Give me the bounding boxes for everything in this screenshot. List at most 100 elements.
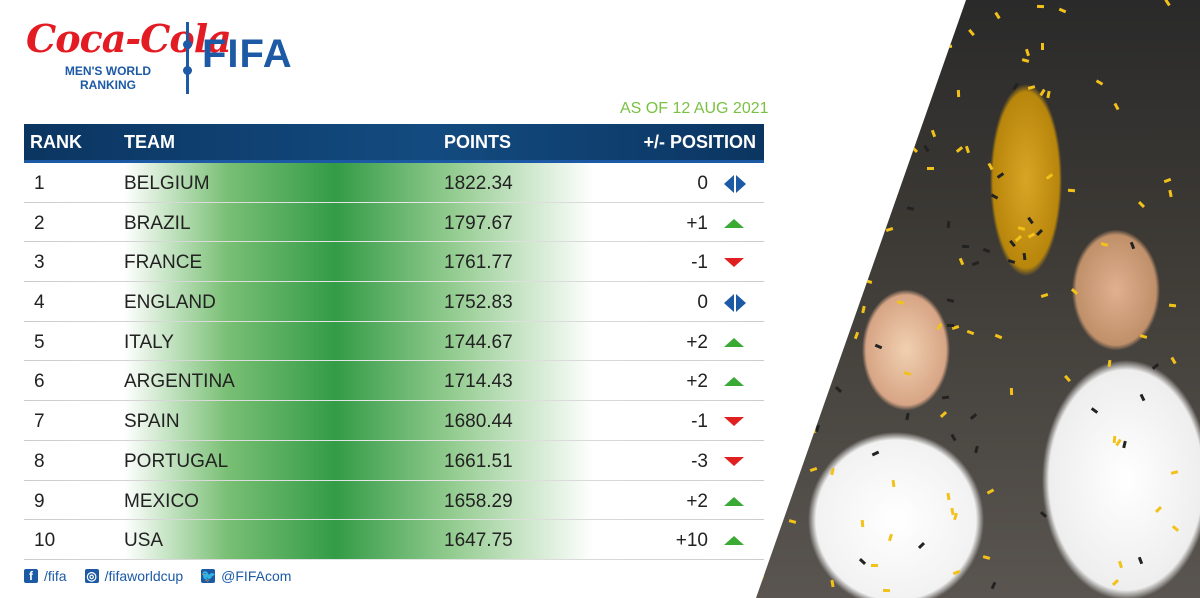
rank-cell: 7 bbox=[34, 411, 45, 433]
arrow-up-icon bbox=[724, 533, 746, 549]
confetti bbox=[1021, 58, 1030, 63]
confetti bbox=[790, 83, 799, 90]
celebration-photo bbox=[756, 0, 1200, 598]
confetti bbox=[941, 395, 950, 400]
confetti bbox=[923, 144, 930, 153]
confetti bbox=[882, 588, 891, 593]
rank-cell: 4 bbox=[34, 292, 45, 314]
ranking-subtitle: MEN'S WORLD RANKING bbox=[58, 64, 158, 92]
confetti bbox=[779, 215, 784, 224]
change-cell: -3 bbox=[691, 450, 708, 472]
confetti bbox=[1151, 363, 1160, 370]
confetti bbox=[1009, 239, 1016, 248]
confetti bbox=[830, 467, 835, 476]
confetti bbox=[966, 329, 975, 336]
confetti bbox=[897, 15, 906, 20]
confetti bbox=[1027, 85, 1036, 90]
rank-cell: 2 bbox=[34, 212, 45, 234]
confetti bbox=[946, 323, 955, 328]
rank-cell: 1 bbox=[34, 173, 45, 194]
confetti bbox=[955, 146, 964, 153]
header-team: TEAM bbox=[124, 132, 175, 152]
table-row: 1 BELGIUM 1822.34 0 bbox=[24, 163, 764, 203]
confetti bbox=[994, 11, 1001, 20]
change-cell: +2 bbox=[686, 371, 708, 393]
confetti bbox=[958, 257, 965, 266]
confetti bbox=[766, 88, 773, 97]
confetti bbox=[961, 244, 970, 249]
confetti bbox=[944, 44, 953, 49]
confetti bbox=[910, 145, 919, 154]
confetti bbox=[903, 371, 912, 376]
team-cell: ITALY bbox=[124, 331, 174, 353]
confetti bbox=[799, 265, 808, 274]
confetti bbox=[861, 305, 866, 314]
rank-cell: 5 bbox=[34, 331, 45, 353]
confetti bbox=[1036, 4, 1045, 9]
table-row: 9 MEXICO 1658.29 +2 bbox=[24, 481, 764, 521]
confetti bbox=[842, 308, 849, 317]
table-row: 8 PORTUGAL 1661.51 -3 bbox=[24, 441, 764, 481]
arrow-down-icon bbox=[724, 255, 746, 271]
twitter-icon: 🐦 bbox=[201, 569, 217, 583]
confetti bbox=[1171, 525, 1180, 532]
confetti bbox=[1007, 259, 1016, 264]
rank-cell: 9 bbox=[34, 490, 45, 512]
confetti bbox=[887, 533, 894, 542]
confetti bbox=[1046, 90, 1051, 99]
confetti bbox=[853, 331, 860, 340]
confetti bbox=[1113, 102, 1120, 111]
confetti bbox=[1058, 7, 1067, 14]
confetti bbox=[952, 569, 961, 576]
confetti bbox=[971, 260, 980, 267]
points-cell: 1761.77 bbox=[444, 252, 513, 274]
points-cell: 1752.83 bbox=[444, 292, 513, 314]
confetti bbox=[946, 220, 951, 229]
confetti bbox=[906, 206, 915, 211]
confetti bbox=[827, 0, 836, 7]
confetti bbox=[764, 180, 771, 189]
no-change-icon bbox=[724, 175, 746, 193]
social-link[interactable]: ◎ /fifaworldcup bbox=[84, 568, 183, 584]
confetti bbox=[950, 507, 955, 516]
subtitle-line-1: MEN'S WORLD bbox=[64, 64, 152, 78]
confetti bbox=[815, 129, 820, 138]
team-cell: BRAZIL bbox=[124, 212, 191, 234]
confetti bbox=[785, 94, 794, 99]
confetti bbox=[987, 162, 994, 171]
confetti bbox=[939, 411, 948, 418]
confetti bbox=[874, 343, 883, 350]
confetti bbox=[1012, 82, 1019, 91]
confetti bbox=[994, 333, 1003, 340]
confetti bbox=[974, 445, 979, 454]
confetti bbox=[956, 89, 961, 98]
confetti bbox=[946, 298, 955, 303]
coca-cola-logo: Coca-Cola bbox=[26, 16, 232, 61]
confetti bbox=[1168, 189, 1173, 198]
confetti bbox=[849, 229, 856, 238]
social-link[interactable]: f/fifa bbox=[24, 568, 67, 584]
table-row: 2 BRAZIL 1797.67 +1 bbox=[24, 203, 764, 243]
confetti bbox=[990, 581, 997, 590]
change-cell: +2 bbox=[686, 331, 708, 353]
social-link[interactable]: 🐦 @FIFAcom bbox=[201, 568, 291, 584]
confetti bbox=[1027, 232, 1036, 239]
confetti bbox=[870, 563, 879, 568]
confetti bbox=[778, 205, 785, 214]
confetti bbox=[982, 555, 991, 560]
arrow-up-icon bbox=[724, 216, 746, 232]
confetti bbox=[828, 21, 837, 26]
table-row: 3 FRANCE 1761.77 -1 bbox=[24, 242, 764, 282]
confetti bbox=[936, 322, 943, 331]
confetti bbox=[1014, 235, 1023, 242]
facebook-icon: f bbox=[24, 569, 38, 583]
confetti bbox=[1115, 438, 1122, 447]
confetti bbox=[803, 290, 808, 299]
confetti bbox=[902, 59, 909, 68]
confetti bbox=[860, 519, 865, 528]
confetti bbox=[834, 386, 843, 393]
confetti bbox=[885, 227, 894, 232]
confetti bbox=[986, 488, 995, 495]
arrow-up-icon bbox=[724, 374, 746, 390]
arrow-up-icon bbox=[724, 335, 746, 351]
